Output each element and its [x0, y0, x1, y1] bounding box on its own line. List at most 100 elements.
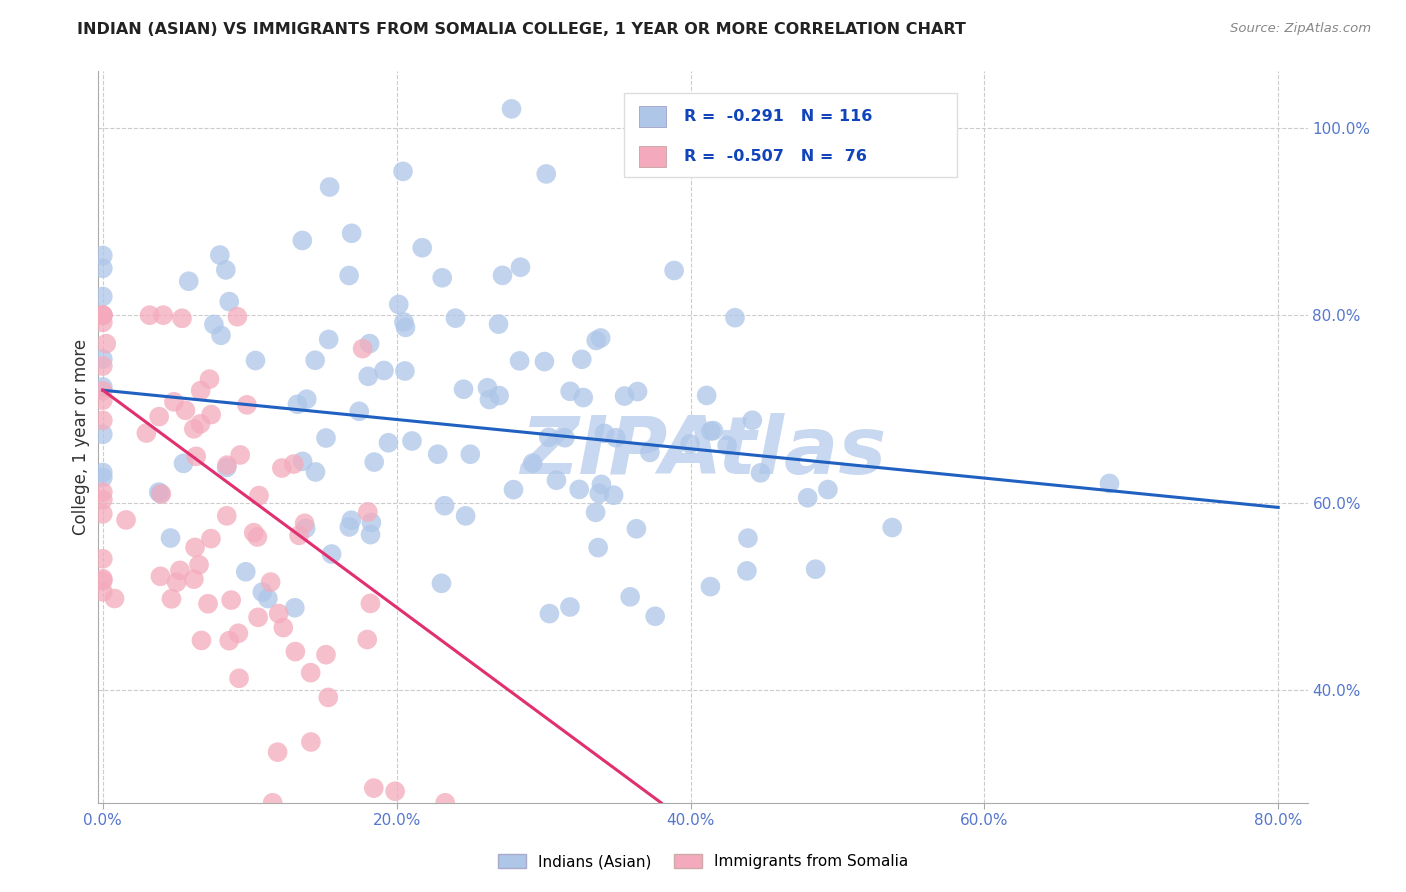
- Point: [148, 409, 170, 424]
- Point: [316, 690, 339, 705]
- Text: INDIAN (ASIAN) VS IMMIGRANTS FROM SOMALIA COLLEGE, 1 YEAR OR MORE CORRELATION CH: INDIAN (ASIAN) VS IMMIGRANTS FROM SOMALI…: [77, 22, 966, 37]
- Point: [392, 315, 415, 329]
- Point: [186, 450, 208, 464]
- Point: [304, 353, 326, 368]
- Point: [315, 431, 337, 445]
- Point: [591, 477, 613, 491]
- Text: R =  -0.507   N =  76: R = -0.507 N = 76: [683, 149, 866, 164]
- Point: [215, 508, 238, 523]
- Point: [188, 558, 211, 572]
- Point: [433, 499, 456, 513]
- Point: [724, 310, 747, 325]
- Point: [247, 610, 270, 624]
- Point: [700, 424, 723, 438]
- Point: [266, 745, 288, 759]
- Point: [149, 569, 172, 583]
- Point: [337, 520, 360, 534]
- Point: [741, 413, 763, 427]
- Point: [299, 665, 322, 680]
- Point: [572, 391, 595, 405]
- Point: [229, 448, 252, 462]
- Point: [318, 333, 340, 347]
- Point: [219, 593, 242, 607]
- Point: [198, 372, 221, 386]
- Point: [91, 492, 114, 507]
- Point: [163, 394, 186, 409]
- Point: [626, 522, 648, 536]
- Point: [150, 487, 173, 501]
- Point: [522, 456, 544, 470]
- Point: [215, 460, 238, 475]
- Point: [434, 796, 457, 810]
- Point: [363, 781, 385, 796]
- Point: [554, 431, 576, 445]
- Text: Source: ZipAtlas.com: Source: ZipAtlas.com: [1230, 22, 1371, 36]
- Point: [373, 363, 395, 377]
- Point: [392, 164, 415, 178]
- Point: [218, 633, 240, 648]
- Point: [91, 466, 114, 480]
- Point: [359, 596, 381, 610]
- Point: [882, 520, 904, 534]
- Point: [247, 489, 270, 503]
- Point: [259, 575, 281, 590]
- Point: [288, 528, 311, 542]
- Point: [200, 532, 222, 546]
- Point: [190, 417, 212, 431]
- Point: [294, 516, 316, 531]
- Point: [477, 381, 499, 395]
- Point: [218, 294, 240, 309]
- Point: [533, 354, 555, 368]
- Point: [252, 585, 274, 599]
- Point: [262, 796, 284, 810]
- Point: [135, 425, 157, 440]
- Point: [347, 404, 370, 418]
- Point: [337, 268, 360, 283]
- Point: [200, 408, 222, 422]
- Point: [478, 392, 501, 407]
- Point: [91, 351, 114, 366]
- Point: [491, 268, 513, 283]
- Point: [217, 458, 239, 472]
- Point: [357, 369, 380, 384]
- Point: [509, 354, 531, 368]
- Point: [735, 564, 758, 578]
- Point: [170, 311, 193, 326]
- Point: [160, 591, 183, 606]
- Point: [394, 320, 416, 334]
- FancyBboxPatch shape: [638, 106, 665, 127]
- Point: [817, 483, 839, 497]
- Point: [91, 308, 114, 322]
- Point: [444, 311, 467, 326]
- Point: [91, 380, 114, 394]
- Point: [226, 310, 249, 324]
- Point: [602, 488, 624, 502]
- Point: [568, 483, 591, 497]
- Point: [360, 527, 382, 541]
- Point: [796, 491, 818, 505]
- Point: [91, 308, 114, 322]
- Point: [91, 470, 114, 484]
- Point: [96, 336, 118, 351]
- Point: [91, 289, 114, 303]
- Point: [613, 389, 636, 403]
- FancyBboxPatch shape: [624, 94, 957, 178]
- Point: [149, 486, 172, 500]
- Point: [804, 562, 827, 576]
- Point: [628, 160, 651, 174]
- Point: [103, 591, 125, 606]
- Point: [377, 435, 399, 450]
- Point: [169, 563, 191, 577]
- Point: [702, 424, 724, 438]
- Point: [91, 393, 114, 408]
- Point: [356, 632, 378, 647]
- Point: [340, 513, 363, 527]
- Point: [501, 102, 523, 116]
- Point: [749, 466, 772, 480]
- Point: [270, 461, 292, 475]
- Point: [357, 505, 380, 519]
- Point: [315, 648, 337, 662]
- Point: [91, 574, 114, 588]
- Point: [699, 580, 721, 594]
- Point: [228, 671, 250, 685]
